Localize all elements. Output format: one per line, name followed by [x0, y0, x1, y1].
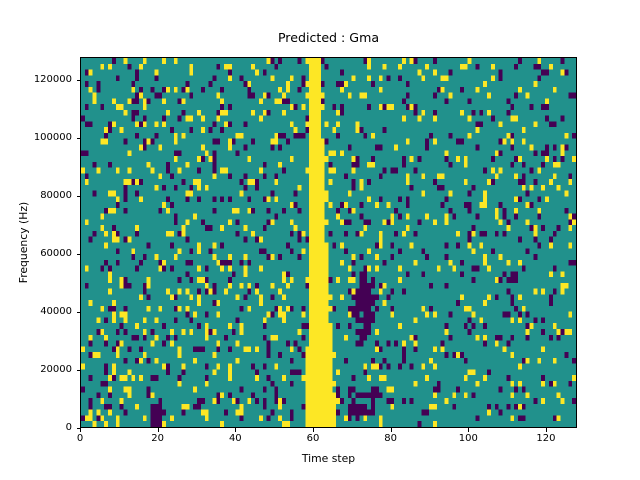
x-tick-label: 100	[458, 433, 478, 444]
y-tick-label: 120000	[33, 74, 72, 86]
x-tick-mark	[80, 428, 81, 432]
y-tick-label: 0	[65, 422, 72, 433]
x-tick-mark	[390, 428, 392, 432]
x-tick-label: 20	[151, 433, 165, 444]
x-tick-label: 0	[76, 433, 84, 444]
y-tick-label: 40000	[40, 306, 72, 318]
x-axis-label: Time step	[301, 452, 356, 465]
x-tick-mark	[312, 428, 314, 432]
x-tick-mark	[235, 428, 237, 432]
x-tick-label: 60	[306, 433, 320, 444]
y-tick-mark	[76, 196, 80, 198]
x-tick-label: 80	[384, 433, 397, 444]
x-tick-label: 40	[228, 433, 242, 444]
y-tick-mark	[76, 370, 80, 372]
y-tick-label: 20000	[40, 364, 72, 376]
heatmap-image	[81, 58, 576, 427]
y-tick-label: 80000	[40, 190, 72, 202]
y-tick-mark	[76, 312, 80, 314]
y-tick-mark	[76, 138, 80, 140]
heatmap-plot-area	[80, 57, 577, 428]
page-title: Predicted : Gma	[277, 30, 380, 45]
y-tick-mark	[76, 80, 80, 82]
x-tick-mark	[468, 428, 470, 432]
x-tick-mark	[545, 428, 547, 432]
x-tick-mark	[157, 428, 159, 432]
y-tick-label: 60000	[40, 248, 72, 260]
x-tick-label: 120	[536, 433, 556, 444]
y-tick-mark	[76, 428, 80, 429]
y-tick-mark	[76, 254, 80, 256]
y-tick-label: 100000	[33, 132, 72, 144]
